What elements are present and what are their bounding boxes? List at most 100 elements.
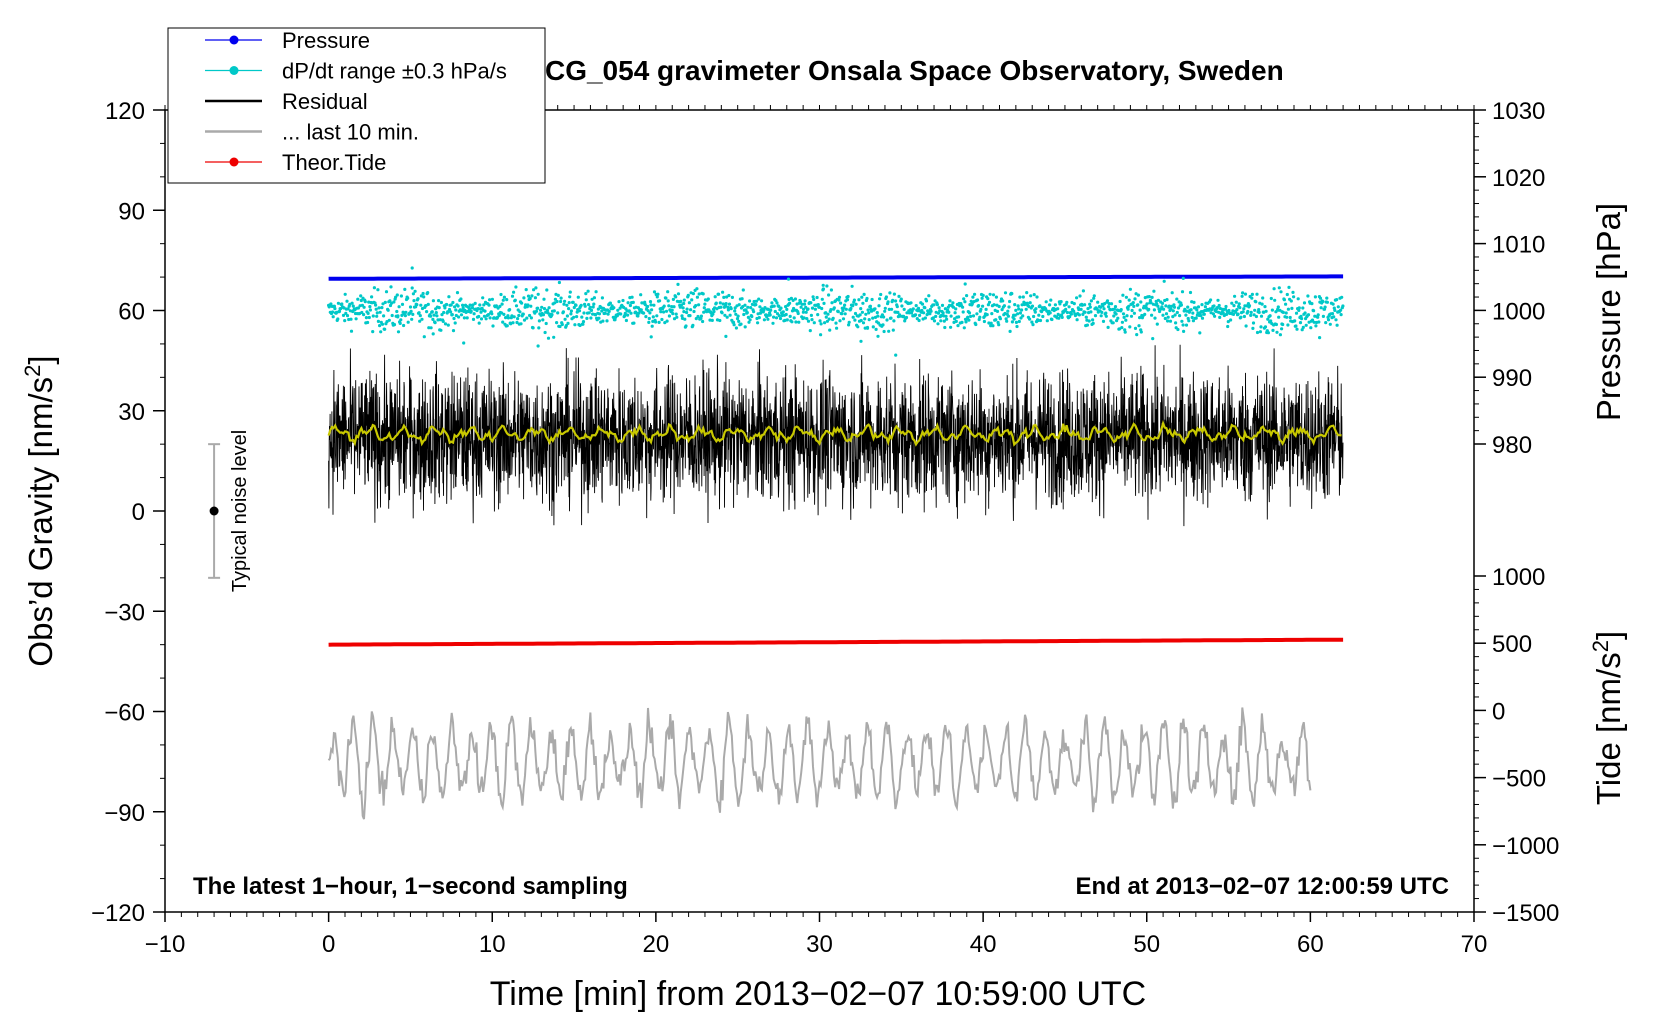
dpdt-point xyxy=(914,304,918,308)
dpdt-point xyxy=(1111,321,1115,325)
dpdt-point xyxy=(741,288,745,292)
dpdt-point xyxy=(1136,303,1140,307)
x-tick-label: 70 xyxy=(1461,931,1488,958)
dpdt-point xyxy=(375,311,379,315)
dpdt-point xyxy=(829,308,833,312)
dpdt-point xyxy=(1234,310,1238,314)
dpdt-point xyxy=(587,303,591,307)
dpdt-point xyxy=(639,308,643,312)
y-axis-right: 980 990 1000 1010 1020 1030 −1500 −1000 −500 0 500… xyxy=(1474,98,1559,927)
dpdt-point xyxy=(571,300,575,304)
dpdt-point xyxy=(573,323,577,327)
y-tick-label-left: 30 xyxy=(118,399,145,426)
dpdt-point xyxy=(722,295,726,299)
dpdt-point xyxy=(1121,293,1125,297)
dpdt-point xyxy=(997,304,1001,309)
dpdt-point xyxy=(815,295,819,300)
dpdt-point xyxy=(398,321,402,325)
dpdt-point xyxy=(824,315,828,319)
dpdt-point xyxy=(1181,276,1185,280)
dpdt-point xyxy=(451,329,456,333)
dpdt-point xyxy=(664,309,669,313)
dpdt-point xyxy=(1025,291,1029,295)
dpdt-point xyxy=(490,312,494,316)
dpdt-point xyxy=(536,344,540,348)
dpdt-point xyxy=(1254,300,1258,304)
dpdt-point xyxy=(850,284,854,288)
dpdt-point xyxy=(924,299,929,303)
dpdt-point xyxy=(890,307,894,311)
dpdt-point xyxy=(630,295,634,299)
dpdt-point xyxy=(1187,319,1191,323)
dpdt-point xyxy=(593,313,598,317)
dpdt-point xyxy=(1081,312,1085,316)
dpdt-point xyxy=(584,292,588,296)
dpdt-point xyxy=(820,297,824,301)
dpdt-point xyxy=(545,288,549,292)
dpdt-point xyxy=(1169,307,1173,311)
y-tick-label-left: −90 xyxy=(104,800,145,827)
dpdt-point xyxy=(1160,305,1164,309)
dpdt-point xyxy=(723,313,727,317)
dpdt-point xyxy=(578,306,582,310)
dpdt-point xyxy=(991,324,995,328)
dpdt-point xyxy=(666,290,670,294)
dpdt-point xyxy=(1269,296,1273,301)
dpdt-point xyxy=(1232,304,1236,308)
dpdt-point xyxy=(1279,290,1283,294)
dpdt-point xyxy=(1014,320,1019,324)
dpdt-point xyxy=(843,312,847,316)
dpdt-point xyxy=(667,314,672,318)
dpdt-point xyxy=(379,330,383,334)
dpdt-point xyxy=(469,309,473,313)
dpdt-point xyxy=(1318,336,1322,340)
dpdt-point xyxy=(1120,326,1124,330)
dpdt-point xyxy=(1038,318,1043,323)
dpdt-point xyxy=(747,320,751,324)
dpdt-point xyxy=(404,310,408,314)
dpdt-point xyxy=(662,304,666,308)
pressure-tick-label: 1010 xyxy=(1492,232,1545,259)
dpdt-point xyxy=(772,315,776,319)
dpdt-point xyxy=(902,307,906,311)
dpdt-point xyxy=(541,313,546,317)
dpdt-point xyxy=(684,324,688,328)
x-tick-label: 0 xyxy=(322,931,335,958)
dpdt-point xyxy=(430,310,434,314)
pressure-tick-label: 990 xyxy=(1492,365,1532,392)
dpdt-point xyxy=(1244,324,1248,328)
dpdt-point xyxy=(397,305,401,309)
dpdt-point xyxy=(1010,320,1015,324)
dpdt-point xyxy=(1128,287,1132,291)
dpdt-point xyxy=(947,310,951,314)
dpdt-point xyxy=(937,306,941,310)
dpdt-point xyxy=(682,298,686,302)
dpdt-point xyxy=(1078,294,1082,298)
dpdt-point xyxy=(408,305,413,309)
dpdt-point xyxy=(415,303,419,307)
series-layer xyxy=(327,266,1345,820)
dpdt-point xyxy=(997,323,1001,327)
dpdt-point xyxy=(1314,324,1318,328)
dpdt-point xyxy=(1335,298,1339,302)
dpdt-point xyxy=(944,314,948,318)
dpdt-point xyxy=(1112,307,1116,311)
dpdt-point xyxy=(748,299,752,303)
dpdt-point xyxy=(1241,310,1245,314)
dpdt-point xyxy=(1291,290,1295,294)
dpdt-point xyxy=(484,317,488,321)
dpdt-point xyxy=(368,308,372,312)
dpdt-point xyxy=(336,301,340,305)
dpdt-point xyxy=(1171,309,1175,313)
legend-marker xyxy=(229,35,239,45)
dpdt-point xyxy=(1203,305,1207,309)
tide-tick-label: 0 xyxy=(1492,698,1505,725)
dpdt-point xyxy=(1339,308,1343,312)
dpdt-point xyxy=(1018,295,1022,299)
dpdt-point xyxy=(1251,326,1255,330)
dpdt-point xyxy=(957,315,961,319)
dpdt-point xyxy=(1103,302,1107,306)
dpdt-point xyxy=(478,303,482,307)
x-tick-label: 50 xyxy=(1133,931,1160,958)
dpdt-point xyxy=(522,296,526,300)
